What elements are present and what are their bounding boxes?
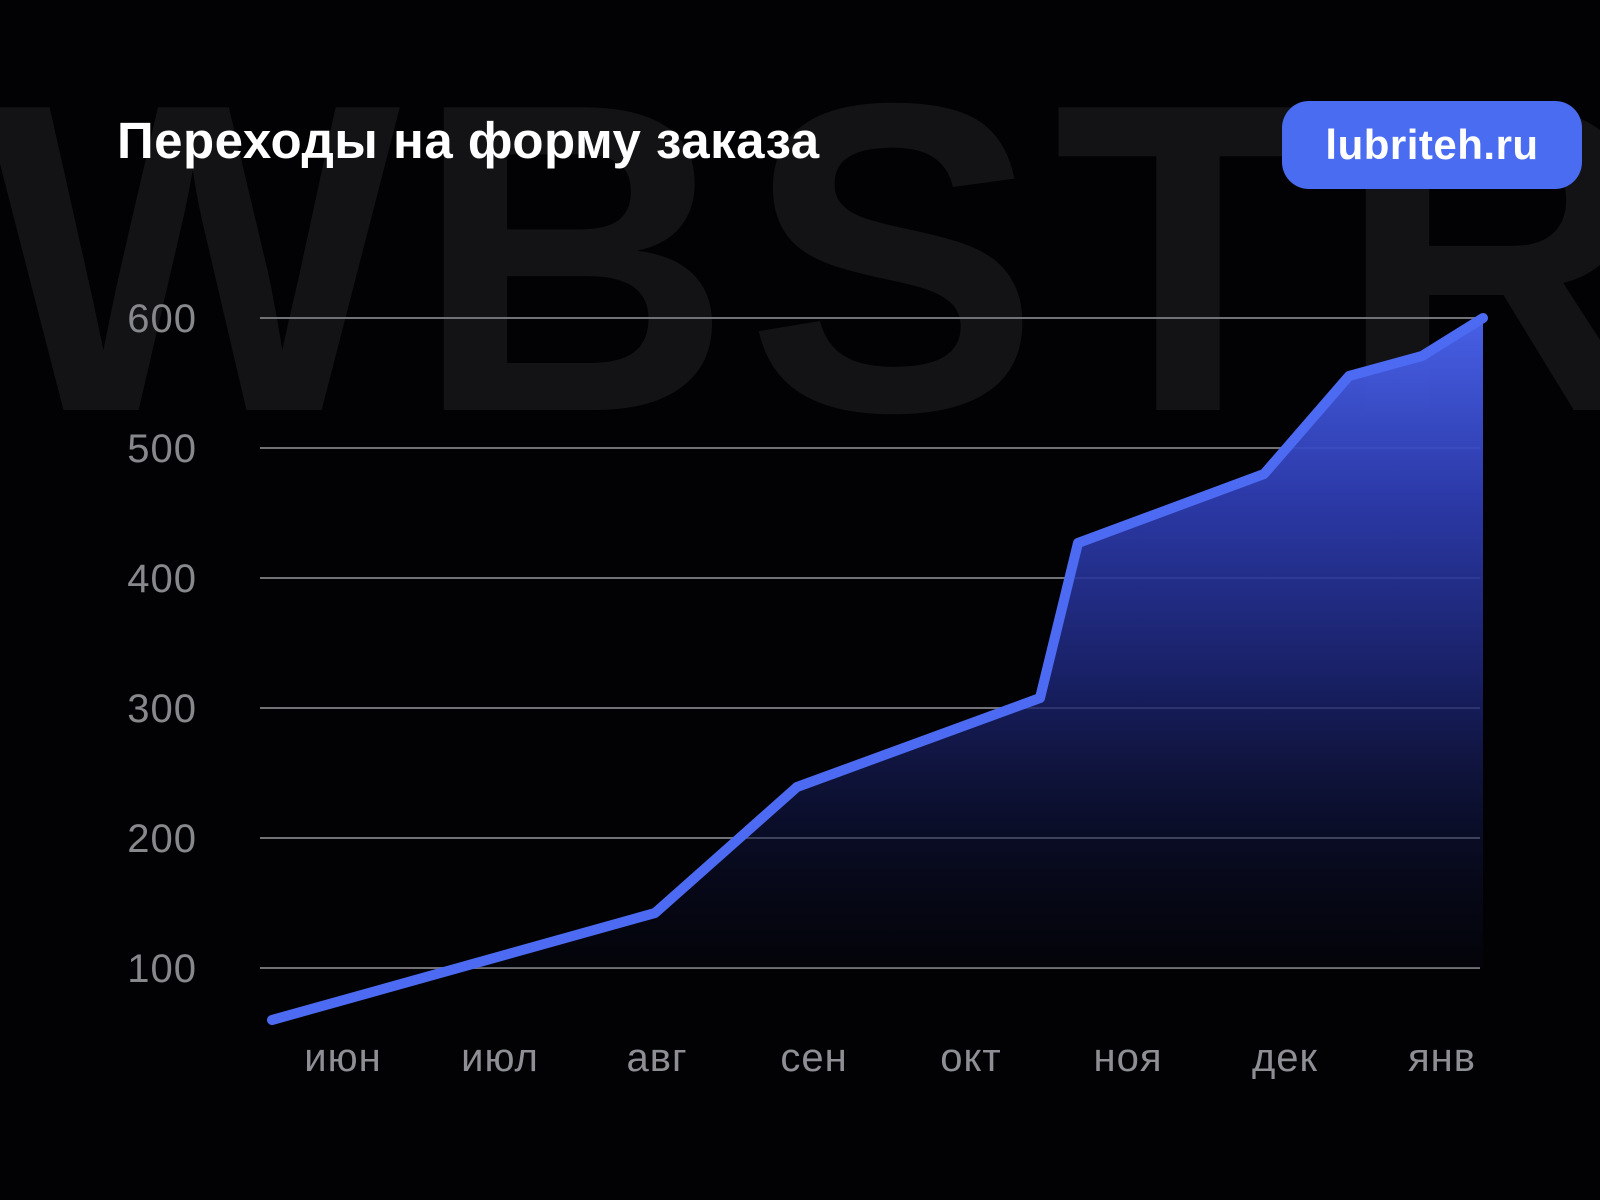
y-axis-tick-label: 200 — [127, 817, 197, 861]
x-axis-month-label: окт — [940, 1036, 1002, 1080]
x-axis-month-label: ноя — [1094, 1036, 1163, 1080]
x-axis-month-label: авг — [626, 1036, 687, 1080]
domain-badge[interactable]: lubriteh.ru — [1282, 101, 1582, 189]
domain-badge-label: lubriteh.ru — [1325, 121, 1539, 168]
x-axis-month-label: дек — [1252, 1036, 1318, 1080]
page-title: Переходы на форму заказа — [117, 112, 820, 169]
x-axis-month-label: янв — [1408, 1036, 1476, 1080]
x-axis-month-label: июл — [461, 1036, 539, 1080]
y-axis-tick-label: 600 — [127, 297, 197, 341]
x-axis-month-label: сен — [780, 1036, 847, 1080]
y-axis-tick-label: 500 — [127, 427, 197, 471]
x-axis-month-label: июн — [304, 1036, 381, 1080]
y-axis-tick-label: 400 — [127, 557, 197, 601]
y-axis-tick-label: 100 — [127, 947, 197, 991]
area-fill — [458, 318, 1483, 968]
trend-line — [267, 313, 1488, 1025]
y-axis-tick-label: 300 — [127, 687, 197, 731]
